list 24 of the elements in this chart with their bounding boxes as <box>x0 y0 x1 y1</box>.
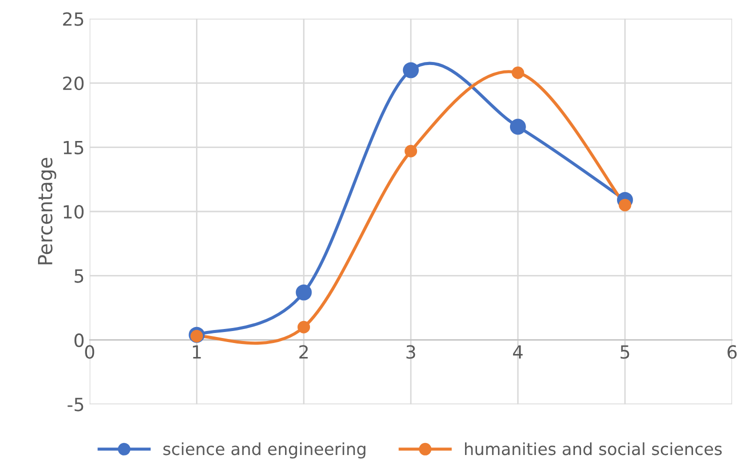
y-tick-label: 10 <box>64 204 84 219</box>
y-tick-label: 5 <box>74 269 84 283</box>
y-tick-label: 0 <box>74 333 84 348</box>
x-tick-label: 5 <box>620 345 630 359</box>
point <box>512 66 524 80</box>
y-axis-title: Percentage <box>38 158 56 264</box>
point <box>404 144 418 158</box>
y-tick-label: -5 <box>68 398 84 412</box>
y-tick-label: 25 <box>63 12 84 26</box>
y-tick-label: 20 <box>63 76 84 90</box>
x-tick-label: 2 <box>299 345 308 359</box>
point <box>298 320 310 334</box>
legend-label: humanities and social sciences <box>465 442 722 456</box>
x-tick-label: 1 <box>192 345 201 359</box>
point <box>618 198 632 212</box>
point <box>296 284 312 300</box>
y-tick-label: 15 <box>64 140 84 154</box>
point <box>402 62 419 78</box>
x-tick-label: 6 <box>728 345 737 359</box>
legend-label: science and engineering <box>163 442 366 458</box>
x-tick-label: 3 <box>406 345 416 359</box>
point <box>510 118 526 135</box>
x-tick-label: 4 <box>513 345 523 359</box>
x-tick-label: 0 <box>85 345 94 359</box>
